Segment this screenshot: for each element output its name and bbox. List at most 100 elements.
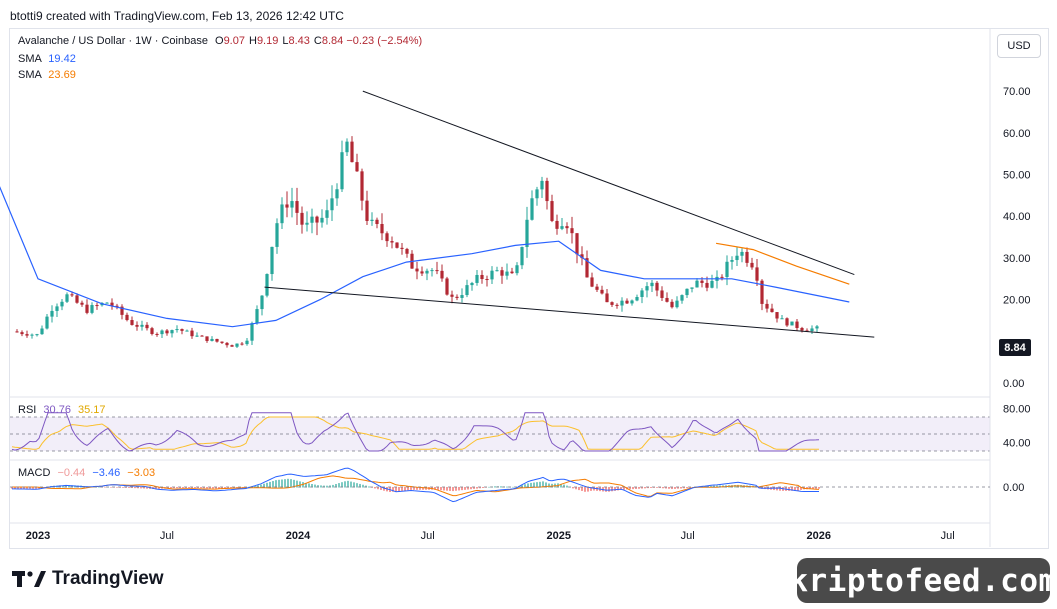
macd-histogram-bar [263,483,265,488]
macd-histogram-bar [689,487,691,488]
macd-histogram-bar [662,487,664,489]
candle-body [435,270,439,272]
symbol-title: Avalanche / US Dollar · 1W · Coinbase [18,35,208,47]
macd-signal-line [12,475,820,497]
macd-histogram-bar [350,481,352,488]
macd-line [12,467,819,503]
macd-histogram-bar [344,481,346,488]
macd-histogram-bar [665,487,667,489]
macd-histogram-bar [98,486,100,488]
y-tick-label: 70.00 [1003,86,1031,98]
macd-histogram-bar [449,487,451,491]
candle-body [230,345,234,347]
macd-histogram-bar [713,485,715,488]
sma2-legend: SMA 23.69 [18,69,76,81]
macd-histogram-bar [791,487,793,491]
sma-blue-line [0,186,850,328]
candle-body [30,334,34,336]
macd-histogram-bar [146,487,148,489]
macd-histogram-bar [608,487,610,492]
macd-histogram-bar [266,482,268,488]
ohlc-h: H9.19 [248,35,279,47]
macd-histogram-bar [26,487,28,489]
candle-body [160,330,164,335]
candle-body [415,268,419,272]
rsi-tick-label: 40.00 [1003,438,1031,450]
candle-body [15,331,19,333]
macd-histogram-bar [542,481,544,488]
macd-histogram-bar [131,487,133,489]
macd-histogram-bar [362,484,364,488]
candle-body [40,328,44,335]
macd-histogram-bar [533,482,535,488]
macd-signal-value: −3.03 [127,467,156,479]
candle-body [20,332,24,335]
macd-histogram-bar [38,487,40,489]
candle-body [465,285,469,296]
candle-body [275,223,279,247]
macd-histogram-bar [65,485,67,488]
candle-body [210,338,214,341]
macd-histogram-bar [260,484,262,488]
macd-histogram-bar [677,487,679,489]
candle-body [35,334,39,336]
candle-body [625,300,629,304]
macd-histogram-bar [647,487,649,489]
candle-body [585,258,589,278]
macd-histogram-bar [584,487,586,492]
macd-histogram-bar [437,487,439,491]
macd-histogram-bar [122,487,124,488]
macd-histogram-bar [560,483,562,488]
candle-body [785,318,789,326]
candle-body [120,306,124,315]
macd-histogram-bar [671,487,673,490]
candle-body [90,305,94,313]
tradingview-logo-icon [12,571,46,587]
candle-body [520,247,524,266]
candle-body [760,280,764,304]
candle-body [25,334,29,336]
last-price-tag: 8.84 [999,339,1031,356]
macd-histogram-bar [800,487,802,490]
macd-histogram-bar [170,487,172,489]
candle-body [285,204,289,208]
candle-body [720,276,724,278]
candle-body [475,274,479,283]
macd-histogram-bar [116,487,118,488]
macd-histogram-bar [287,478,289,488]
candle-body [805,330,809,332]
candle-body [225,342,229,346]
candle-body [430,270,434,272]
candle-body [105,302,109,304]
candle-body [495,270,499,272]
macd-histogram-bar [797,487,799,491]
candle-body [125,314,129,321]
macd-histogram-bar [140,487,142,489]
macd-histogram-bar [176,487,178,489]
candle-body [550,201,554,221]
candle-body [555,220,559,229]
macd-histogram-bar [68,485,70,488]
rsi-value: 30.76 [43,404,71,416]
symbol-legend: Avalanche / US Dollar · 1W · Coinbase O9… [18,35,422,47]
macd-histogram-bar [137,487,139,489]
candle-body [580,254,584,259]
macd-histogram-bar [809,487,811,490]
candle-body [635,297,639,301]
macd-histogram-bar [29,487,31,489]
candle-body [525,219,529,248]
candle-body [735,255,739,261]
currency-button[interactable]: USD [997,34,1041,58]
candle-body [140,324,144,327]
macd-histogram-bar [545,482,547,488]
macd-histogram-bar [566,485,568,488]
candle-body [645,286,649,291]
macd-histogram-bar [446,487,448,491]
macd-histogram-bar [488,486,490,488]
macd-histogram-bar [644,487,646,489]
macd-histogram-bar [35,487,37,489]
macd-histogram-bar [617,487,619,491]
macd-histogram-bar [680,487,682,489]
candle-body [155,333,159,335]
